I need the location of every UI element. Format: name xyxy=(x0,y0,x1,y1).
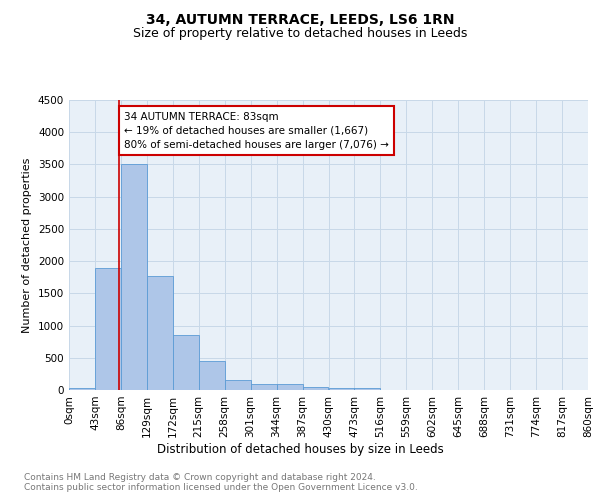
Bar xyxy=(199,361,224,390)
Text: 34, AUTUMN TERRACE, LEEDS, LS6 1RN: 34, AUTUMN TERRACE, LEEDS, LS6 1RN xyxy=(146,12,454,26)
Bar xyxy=(302,387,329,390)
Bar xyxy=(147,276,173,390)
Bar xyxy=(95,268,121,390)
Bar xyxy=(277,384,302,390)
Bar xyxy=(121,164,147,390)
Bar xyxy=(69,388,95,390)
Text: Contains HM Land Registry data © Crown copyright and database right 2024.
Contai: Contains HM Land Registry data © Crown c… xyxy=(24,472,418,492)
Y-axis label: Number of detached properties: Number of detached properties xyxy=(22,158,32,332)
Text: Size of property relative to detached houses in Leeds: Size of property relative to detached ho… xyxy=(133,28,467,40)
Bar xyxy=(355,388,380,390)
Bar xyxy=(329,388,355,390)
Bar xyxy=(173,335,199,390)
Bar xyxy=(224,380,251,390)
Text: 34 AUTUMN TERRACE: 83sqm
← 19% of detached houses are smaller (1,667)
80% of sem: 34 AUTUMN TERRACE: 83sqm ← 19% of detach… xyxy=(124,112,389,150)
Bar xyxy=(251,384,277,390)
Text: Distribution of detached houses by size in Leeds: Distribution of detached houses by size … xyxy=(157,442,443,456)
